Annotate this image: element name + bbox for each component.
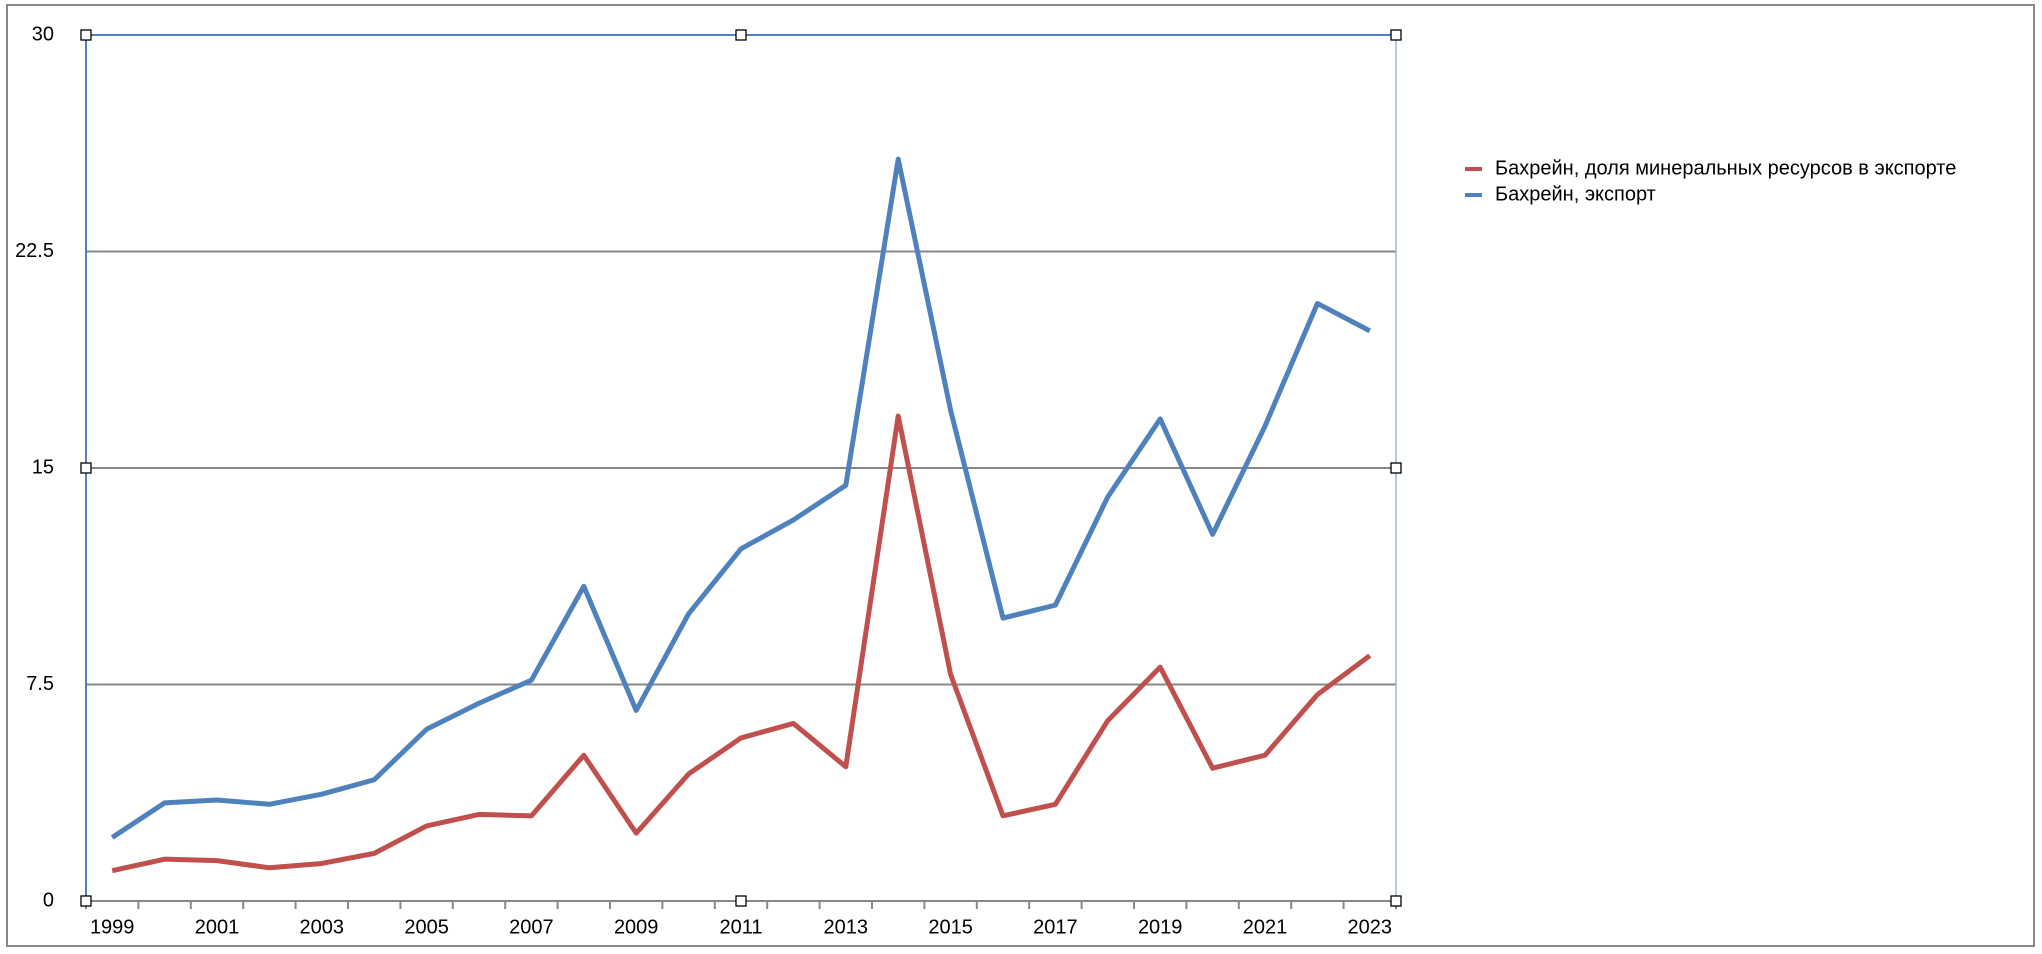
x-tick-label: 1999 [90, 916, 135, 938]
selection-handle [80, 462, 92, 474]
y-tick-label: 30 [32, 23, 54, 45]
y-tick-label: 22.5 [15, 240, 54, 262]
y-tick-label: 15 [32, 456, 54, 478]
chart-frame [6, 4, 2035, 947]
selection-handle [1390, 895, 1402, 907]
x-tick-label: 2021 [1243, 916, 1288, 938]
x-tick-label: 2005 [404, 916, 449, 938]
x-tick-label: 2007 [509, 916, 554, 938]
x-tick-label: 2017 [1033, 916, 1078, 938]
selection-handle [735, 895, 747, 907]
x-tick-label: 2023 [1348, 916, 1393, 938]
x-tick-label: 2015 [928, 916, 973, 938]
x-tick-label: 2009 [614, 916, 659, 938]
selection-handle [80, 895, 92, 907]
x-tick-label: 2013 [824, 916, 869, 938]
series-line [110, 156, 1371, 840]
series-line [111, 413, 1372, 874]
legend-label: Бахрейн, экспорт [1495, 183, 1656, 205]
y-tick-label: 7.5 [26, 673, 54, 695]
selection-handle [1390, 462, 1402, 474]
selection-handle [80, 29, 92, 41]
x-tick-label: 2011 [719, 916, 762, 938]
selection-handle [735, 29, 747, 41]
x-tick-label: 2019 [1138, 916, 1183, 938]
selection-handle [1390, 29, 1402, 41]
x-tick-label: 2001 [195, 916, 240, 938]
x-tick-label: 2003 [300, 916, 345, 938]
legend-label: Бахрейн, доля минеральных ресурсов в экс… [1495, 157, 1956, 179]
y-tick-label: 0 [43, 889, 54, 911]
